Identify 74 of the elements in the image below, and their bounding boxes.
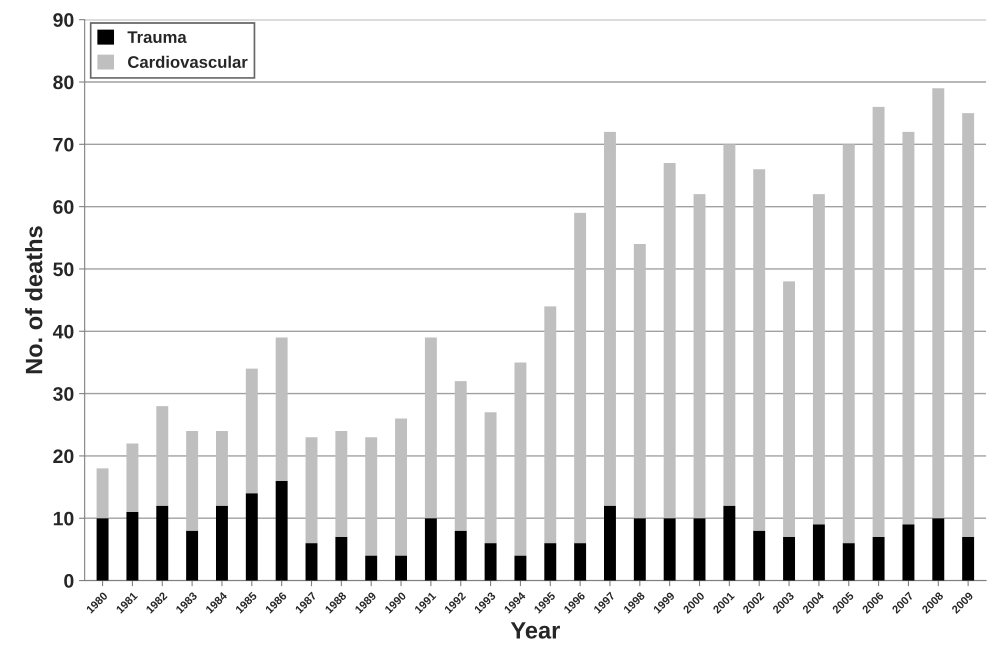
- bar: [664, 163, 676, 518]
- bar: [395, 556, 408, 581]
- bar: [634, 244, 646, 518]
- bar: [962, 536, 974, 581]
- bar: [604, 132, 616, 506]
- bar: [365, 556, 378, 581]
- bar: [216, 506, 228, 581]
- bar: [842, 543, 855, 581]
- bar: [783, 536, 796, 581]
- bar: [872, 106, 885, 537]
- bar: [902, 524, 914, 581]
- bar: [424, 338, 437, 518]
- bar: [574, 543, 586, 581]
- bar: [962, 113, 974, 537]
- bar: [902, 132, 914, 524]
- bar: [276, 338, 288, 481]
- legend-label: Cardiovascular: [128, 56, 248, 68]
- bar: [842, 144, 855, 544]
- bar: [156, 406, 168, 506]
- bar: [365, 437, 378, 556]
- y-axis-title: No. of deaths: [25, 226, 42, 374]
- bar: [723, 144, 736, 506]
- bar: [753, 169, 766, 531]
- y-tick-label: 90: [53, 13, 74, 27]
- bar: [723, 506, 736, 581]
- bar: [96, 468, 109, 518]
- bar: [216, 430, 228, 506]
- bar: [246, 493, 258, 581]
- bar: [634, 518, 646, 581]
- bar: [96, 518, 109, 581]
- bar: [604, 506, 616, 581]
- bar: [335, 430, 348, 537]
- bar: [812, 194, 825, 524]
- bar: [186, 530, 198, 581]
- y-tick-label: 20: [53, 449, 74, 464]
- y-tick-label: 10: [54, 512, 74, 526]
- bar: [335, 536, 348, 581]
- x-axis-title: Year: [510, 622, 560, 639]
- bar: [932, 88, 944, 518]
- bar: [783, 281, 796, 537]
- y-tick-label: 30: [53, 387, 74, 401]
- bar: [395, 418, 408, 556]
- bar: [306, 543, 318, 581]
- bar: [664, 518, 676, 581]
- bar: [126, 443, 138, 512]
- bar: [454, 530, 467, 581]
- bar: [544, 543, 556, 581]
- legend-label: Trauma: [128, 31, 187, 44]
- bar: [246, 368, 258, 494]
- bar: [186, 430, 198, 531]
- bar: [812, 524, 825, 581]
- bar: [514, 556, 526, 581]
- bar: [932, 518, 944, 581]
- bar: [424, 518, 437, 581]
- bar: [126, 512, 138, 581]
- bar: [514, 362, 526, 556]
- y-tick-label: 0: [64, 574, 74, 588]
- y-tick-label: 50: [53, 262, 74, 276]
- bar: [544, 306, 556, 544]
- y-tick-label: 80: [53, 75, 74, 90]
- bar: [276, 480, 288, 581]
- bar: [694, 194, 706, 518]
- bar: [484, 543, 497, 581]
- bar: [306, 437, 318, 544]
- bar: [872, 536, 885, 581]
- bar: [753, 530, 766, 581]
- bar: [484, 412, 497, 544]
- y-tick-label: 40: [52, 324, 74, 339]
- bar: [156, 506, 168, 581]
- bar: [694, 518, 706, 581]
- y-tick-label: 70: [53, 138, 74, 152]
- y-tick-label: 60: [53, 200, 74, 214]
- bar: [454, 381, 467, 531]
- bar: [574, 212, 586, 544]
